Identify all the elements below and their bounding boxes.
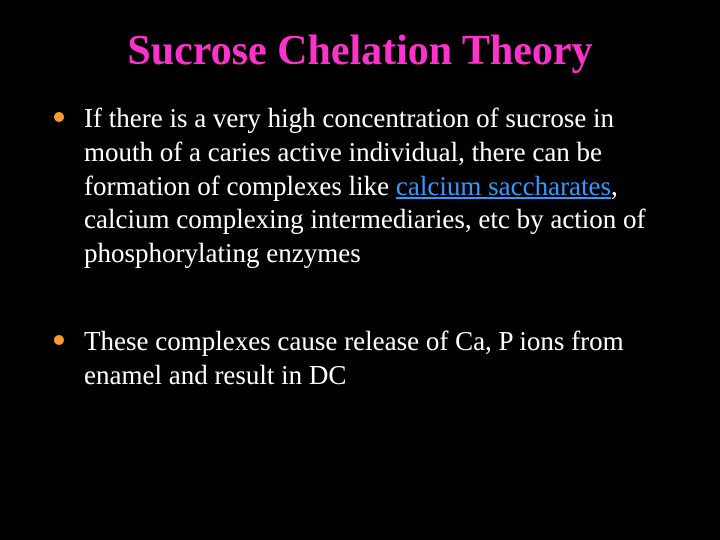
link-calcium-saccharates[interactable]: calcium saccharates [396,171,611,201]
slide-title: Sucrose Chelation Theory [50,28,670,74]
bullet-text-comma: , [611,171,618,201]
bullet-dot-icon [54,335,64,345]
bullet-list: If there is a very high concentration of… [50,102,670,392]
bullet-text-post: calcium complexing intermediaries, etc b… [84,204,646,268]
bullet-dot-icon [54,112,64,122]
bullet-text-pre: These complexes cause release of Ca, P i… [84,326,624,390]
list-item: These complexes cause release of Ca, P i… [50,325,670,393]
slide: Sucrose Chelation Theory If there is a v… [0,0,720,540]
list-item: If there is a very high concentration of… [50,102,670,271]
